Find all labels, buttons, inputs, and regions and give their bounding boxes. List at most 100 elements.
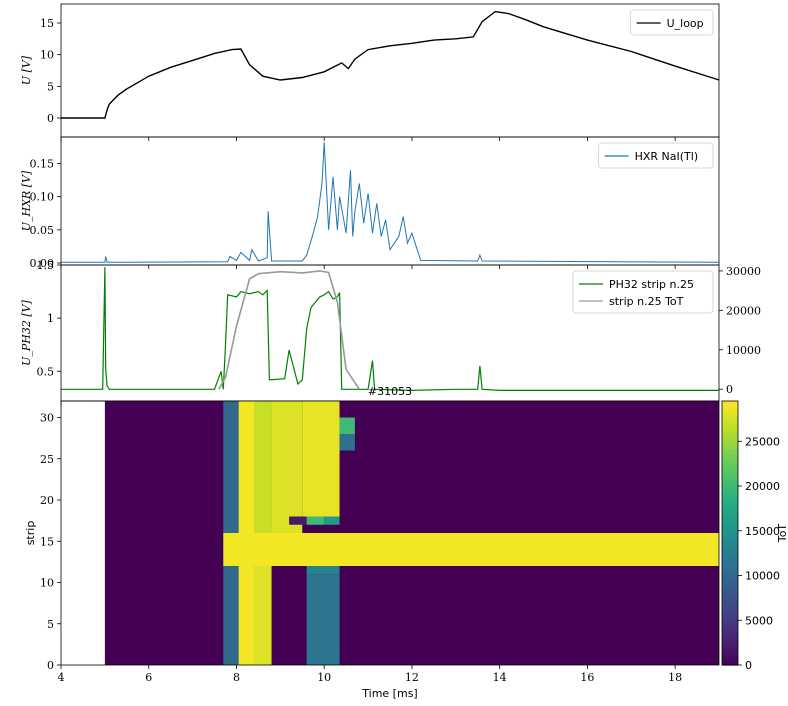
- heatmap-xtick-label: 10: [317, 671, 331, 684]
- colorbar-segment: [722, 520, 738, 525]
- colorbar-segment: [722, 419, 738, 424]
- ph32-panel: 0.5 1 1.5 0 10000 20000 30000 U_PH32 [V] PH32 st…: [20, 259, 761, 405]
- shot-title: #31053: [368, 385, 412, 398]
- colorbar-tick-label: 15000: [745, 525, 780, 538]
- ph32-legend-label: strip n.25 ToT: [609, 295, 684, 308]
- hxr-panel: 0.000.050.100.15U_HXR [V]HXR NaI(Tl): [20, 137, 719, 270]
- tot-line: [219, 271, 359, 389]
- heatmap-ylabel: strip: [24, 521, 37, 546]
- loop-voltage-legend-label: U_loop: [667, 17, 704, 30]
- colorbar-segment: [722, 441, 738, 446]
- colorbar-segment: [722, 581, 738, 586]
- colorbar-segment: [722, 485, 738, 490]
- colorbar-segment: [722, 652, 738, 657]
- colorbar-segment: [722, 542, 738, 547]
- tot-y-tick-label: 0: [726, 383, 733, 396]
- colorbar-segment: [722, 564, 738, 569]
- colorbar-segment: [722, 590, 738, 595]
- tot-y-tick-label: 20000: [726, 304, 761, 317]
- colorbar-segment: [722, 612, 738, 617]
- colorbar-segment: [722, 617, 738, 622]
- colorbar-segment: [722, 639, 738, 644]
- colorbar-segment: [722, 551, 738, 556]
- colorbar-segment: [722, 423, 738, 428]
- colorbar-segment: [722, 471, 738, 476]
- colorbar-segment: [722, 454, 738, 459]
- heatmap-cell: [302, 401, 339, 517]
- colorbar-tick-label: 10000: [745, 570, 780, 583]
- hxr-legend-label: HXR NaI(Tl): [635, 150, 699, 163]
- colorbar-tick-label: 0: [745, 659, 752, 672]
- tot-y-tick-label: 10000: [726, 344, 761, 357]
- colorbar-segment: [722, 537, 738, 542]
- colorbar-tick-label: 25000: [745, 435, 780, 448]
- heatmap-y-tick-label: 30: [40, 412, 54, 425]
- heatmap-cell: [340, 434, 355, 451]
- colorbar-segment: [722, 595, 738, 600]
- colorbar-tick-label: 20000: [745, 480, 780, 493]
- strip-tot-heatmap: 0510152025304 6 8 10 12 14 16 18Time [ms]strip#…: [24, 385, 719, 700]
- heatmap-xtick-label: 14: [493, 671, 507, 684]
- ph32-y-tick-label: 1: [47, 312, 54, 325]
- colorbar-tick-label: 5000: [745, 614, 773, 627]
- x-axis-label: Time [ms]: [361, 687, 417, 700]
- colorbar-segment: [722, 573, 738, 578]
- loop-voltage-y-tick-label: 10: [40, 49, 54, 62]
- colorbar-segment: [722, 432, 738, 437]
- colorbar-segment: [722, 634, 738, 639]
- colorbar-segment: [722, 467, 738, 472]
- colorbar-segment: [722, 546, 738, 551]
- colorbar-segment: [722, 410, 738, 415]
- colorbar-segment: [722, 599, 738, 604]
- colorbar-segment: [722, 625, 738, 630]
- hxr-ylabel: U_HXR [V]: [20, 170, 33, 231]
- colorbar-segment: [722, 524, 738, 529]
- heatmap-y-tick-label: 0: [47, 659, 54, 672]
- colorbar-segment: [722, 405, 738, 410]
- colorbar-label: ToT: [776, 524, 788, 544]
- colorbar-segment: [722, 586, 738, 591]
- heatmap-cell: [307, 517, 325, 525]
- heatmap-cell: [223, 533, 719, 566]
- colorbar-segment: [722, 493, 738, 498]
- heatmap-xtick-label: 18: [668, 671, 682, 684]
- loop-voltage-panel: 0 5 10 15 U [V] U_loop: [20, 4, 719, 141]
- heatmap-cell: [307, 574, 340, 665]
- tot-y-tick-label: 30000: [726, 265, 761, 278]
- colorbar-segment: [722, 436, 738, 441]
- heatmap-cell: [254, 566, 272, 665]
- colorbar-segment: [722, 533, 738, 538]
- loop-voltage-ylabel: U [V]: [20, 55, 33, 85]
- colorbar-segment: [722, 511, 738, 516]
- colorbar-segment: [722, 577, 738, 582]
- loop-voltage-y-tick-label: 5: [47, 80, 54, 93]
- colorbar-segment: [722, 502, 738, 507]
- colorbar-segment: [722, 480, 738, 485]
- colorbar-segment: [722, 555, 738, 560]
- loop-voltage-line: [61, 12, 719, 118]
- ph32-ylabel: U_PH32 [V]: [20, 299, 33, 365]
- heatmap-y-tick-label: 5: [47, 618, 54, 631]
- colorbar-segment: [722, 489, 738, 494]
- colorbar-segment: [722, 507, 738, 512]
- loop-voltage-y-tick-label: 0: [47, 112, 54, 125]
- colorbar-segment: [722, 463, 738, 468]
- colorbar-segment: [722, 427, 738, 432]
- colorbar-segment: [722, 458, 738, 463]
- heatmap-xtick-label: 8: [233, 671, 240, 684]
- colorbar-segment: [722, 559, 738, 564]
- colorbar-segment: [722, 476, 738, 481]
- heatmap-y-tick-label: 15: [40, 535, 54, 548]
- colorbar-segment: [722, 603, 738, 608]
- colorbar-segment: [722, 630, 738, 635]
- ph32-y-tick-label: 1.5: [37, 259, 55, 272]
- colorbar-segment: [722, 449, 738, 454]
- colorbar-segment: [722, 647, 738, 652]
- colorbar-segment: [722, 643, 738, 648]
- heatmap-y-tick-label: 10: [40, 577, 54, 590]
- heatmap-xtick-label: 12: [405, 671, 419, 684]
- heatmap-cell: [289, 517, 307, 525]
- heatmap-xtick-label: 4: [58, 671, 65, 684]
- tot-colorbar: 0 5000 10000 15000 20000 25000 ToT: [722, 401, 788, 672]
- colorbar-segment: [722, 621, 738, 626]
